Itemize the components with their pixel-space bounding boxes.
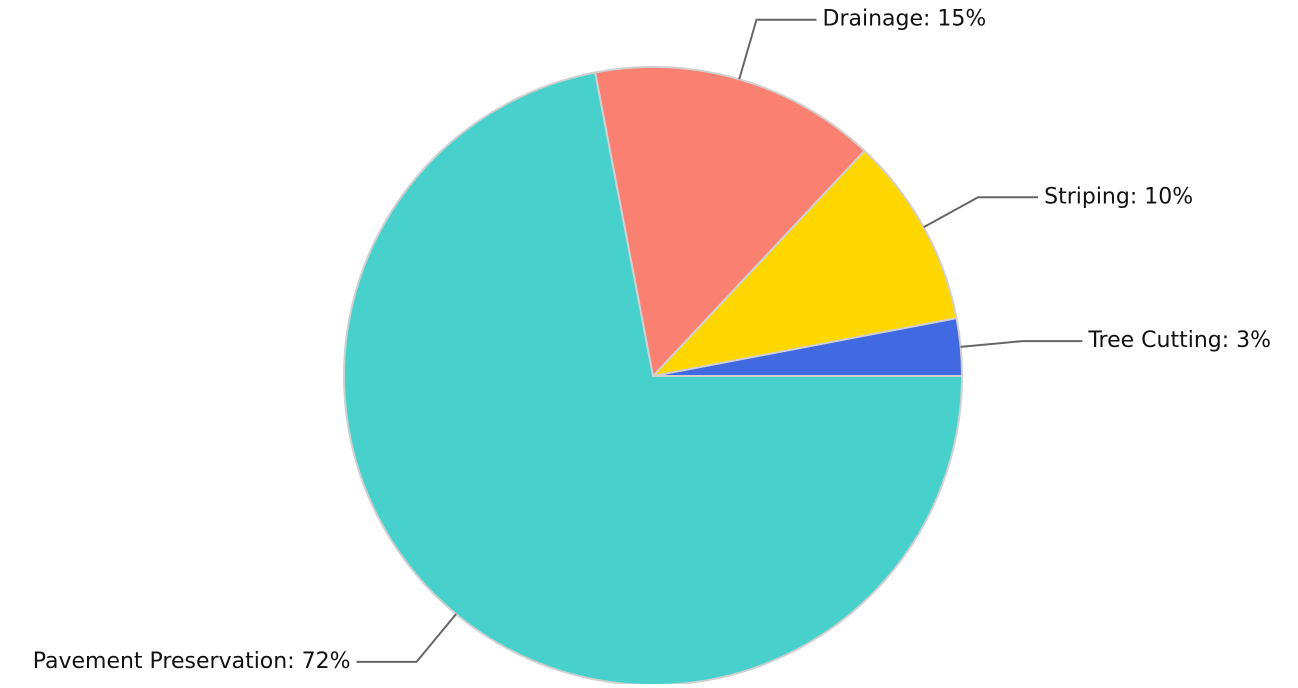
slice-label: Pavement Preservation: 72%: [33, 649, 351, 674]
leader-line: [923, 196, 1039, 229]
leader-line: [960, 340, 1083, 348]
leader-line: [356, 613, 457, 663]
slice-label: Tree Cutting: 3%: [1087, 328, 1271, 353]
slice-label: Drainage: 15%: [823, 7, 987, 32]
slice-label: Striping: 10%: [1044, 184, 1193, 209]
pie-slice: [343, 71, 964, 686]
leader-line: [738, 18, 817, 80]
pie-slice: [593, 66, 866, 379]
